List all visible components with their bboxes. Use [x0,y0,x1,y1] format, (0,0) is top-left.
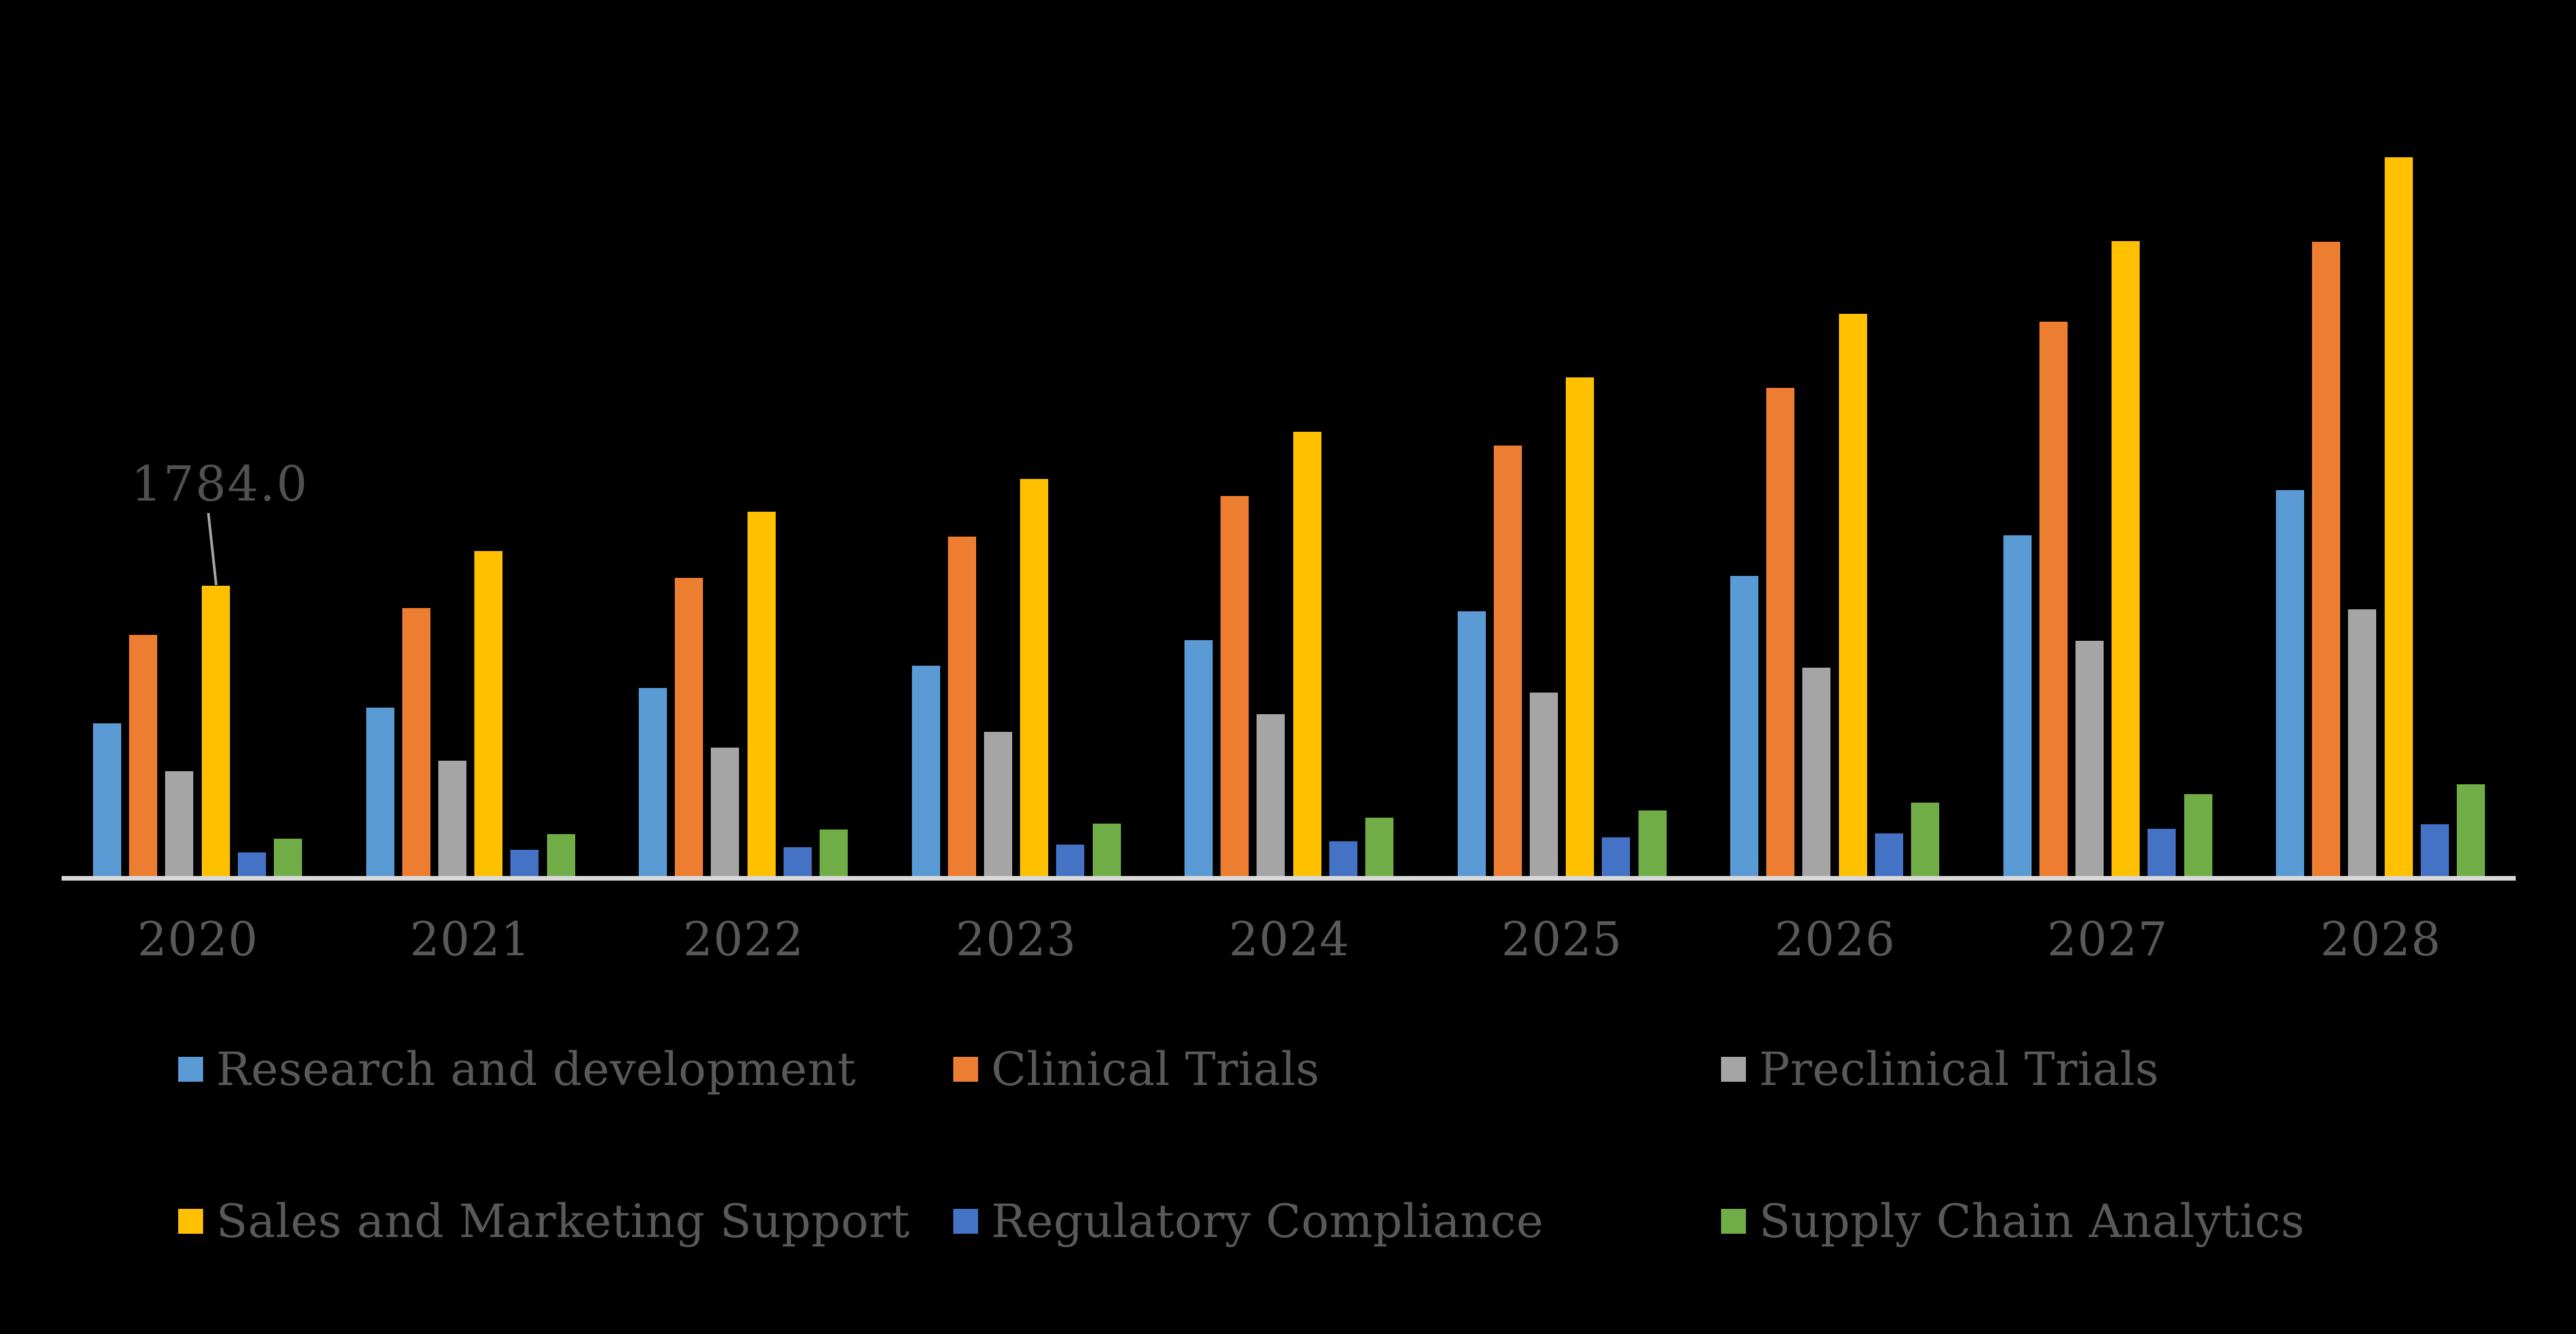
bar-2026-series-4 [1875,833,1903,876]
bar-2020-series-1 [129,635,157,876]
legend-item-3: Sales and Marketing Support [178,1192,910,1251]
bar-2028-series-5 [2457,784,2485,876]
bar-2021-series-4 [510,850,539,876]
bar-2023-series-3 [1020,479,1048,876]
bar-2028-series-4 [2421,824,2449,876]
bar-2024-series-1 [1221,496,1249,876]
bar-2020-series-3 [202,586,230,876]
x-axis-label-2023: 2023 [955,912,1077,966]
bar-2027-series-4 [2148,829,2176,876]
bar-2025-series-5 [1638,810,1667,876]
bar-2020-series-4 [238,852,266,876]
bar-2021-series-5 [547,834,575,876]
bar-2024-series-2 [1257,714,1285,876]
bar-2022-series-1 [675,578,703,876]
legend-item-5: Supply Chain Analytics [1721,1192,2305,1251]
bar-2023-series-0 [912,666,940,876]
bar-2028-series-0 [2276,490,2304,876]
bar-2026-series-0 [1730,576,1758,876]
bar-2025-series-0 [1458,611,1486,876]
legend-marker-icon [953,1209,978,1234]
x-axis-label-2024: 2024 [1228,912,1350,966]
leader-line [207,512,218,586]
bar-2020-series-5 [274,839,302,876]
x-axis-label-2020: 2020 [137,912,259,966]
legend-item-2: Preclinical Trials [1721,1040,2159,1099]
bar-2020-series-2 [165,771,193,876]
x-axis-line [62,876,2516,881]
x-axis-label-2021: 2021 [409,912,531,966]
bar-2024-series-3 [1293,432,1321,876]
bar-2028-series-2 [2348,609,2376,876]
legend-label: Preclinical Trials [1759,1042,2159,1096]
legend-label: Regulatory Compliance [991,1194,1544,1248]
x-axis-label-2022: 2022 [683,912,805,966]
x-axis-label-2028: 2028 [2320,912,2442,966]
x-axis-label-2026: 2026 [1774,912,1896,966]
bar-2028-series-3 [2385,157,2413,876]
bar-2028-series-1 [2312,242,2340,876]
legend-marker-icon [1721,1209,1746,1234]
bar-2024-series-5 [1365,818,1393,876]
bar-2026-series-1 [1766,388,1794,876]
bar-2021-series-0 [366,708,394,876]
bar-2024-series-4 [1329,841,1357,876]
bar-2025-series-1 [1494,446,1522,876]
bar-2022-series-2 [711,748,739,876]
bar-2023-series-4 [1056,845,1084,876]
bar-2021-series-1 [402,608,430,876]
bar-2027-series-3 [2112,241,2140,876]
x-axis-label-2025: 2025 [1501,912,1623,966]
bar-2027-series-1 [2039,322,2068,876]
bar-2025-series-2 [1530,693,1558,876]
bar-2026-series-3 [1839,314,1867,876]
bar-2027-series-0 [2003,535,2032,876]
legend-label: Research and development [216,1042,856,1096]
bar-2023-series-2 [984,732,1012,876]
bar-2021-series-2 [438,761,466,876]
bar-2022-series-0 [639,688,667,876]
legend-label: Supply Chain Analytics [1759,1194,2305,1248]
legend-item-4: Regulatory Compliance [953,1192,1544,1251]
legend-marker-icon [178,1209,203,1234]
data-label-annotation: 1784.0 [131,456,309,512]
bar-2023-series-1 [948,537,976,876]
bar-2026-series-5 [1911,803,1939,876]
legend-label: Clinical Trials [991,1042,1320,1096]
bar-2026-series-2 [1802,668,1830,876]
bar-2022-series-5 [820,829,848,876]
legend-label: Sales and Marketing Support [216,1194,910,1248]
bar-2024-series-0 [1184,640,1213,876]
legend-item-1: Clinical Trials [953,1040,1319,1099]
bar-2022-series-3 [748,512,776,876]
bar-2025-series-4 [1602,837,1630,876]
bar-2021-series-3 [474,551,502,876]
bar-2027-series-5 [2184,794,2212,876]
x-axis-label-2027: 2027 [2047,912,2169,966]
bar-2027-series-2 [2075,641,2104,876]
legend-item-0: Research and development [178,1040,856,1099]
bar-2023-series-5 [1093,824,1121,876]
legend-marker-icon [178,1057,203,1082]
legend-marker-icon [953,1057,978,1082]
bar-2022-series-4 [784,847,812,876]
bar-2020-series-0 [93,723,121,876]
bar-2025-series-3 [1566,377,1594,876]
legend-marker-icon [1721,1057,1746,1082]
